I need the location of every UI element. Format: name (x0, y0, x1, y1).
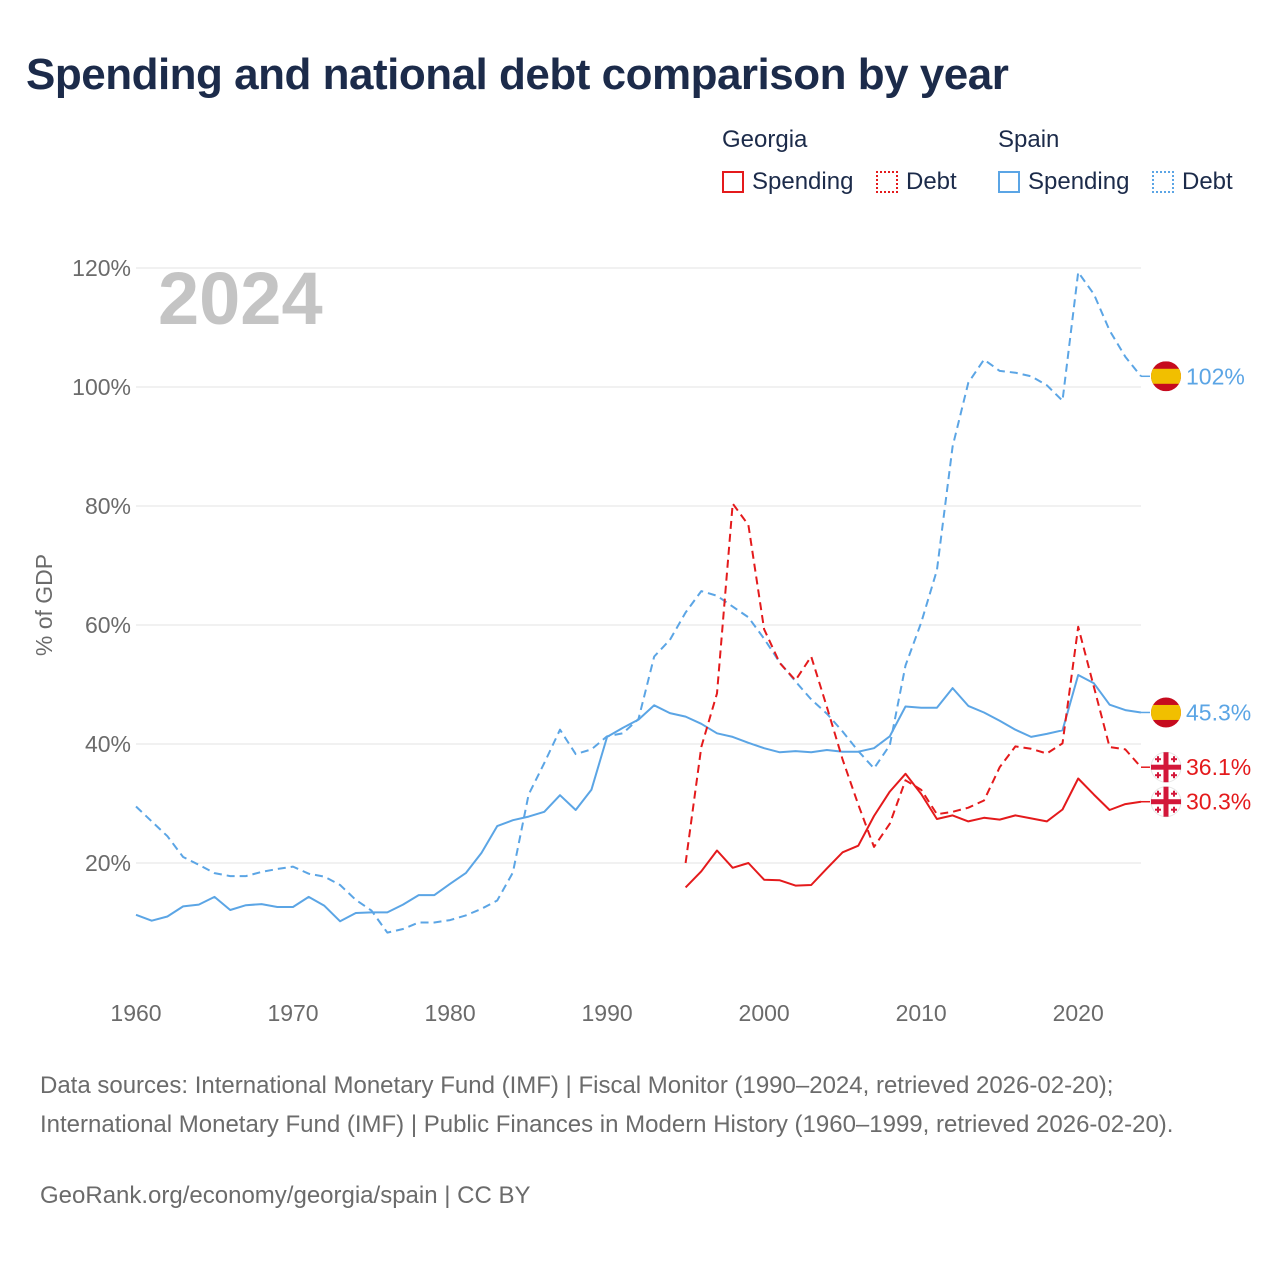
y-tick-label: 80% (85, 493, 131, 519)
legend-dotted-swatch (1152, 171, 1174, 193)
legend-georgia-spending[interactable]: Spending (722, 168, 853, 196)
series-line-georgia-spending (684, 772, 1142, 889)
y-tick-label: 20% (85, 850, 131, 876)
end-value-label: 45.3% (1186, 699, 1251, 725)
axes: % of GDP 20% 40% 60% 80% 100% 120% 1960 1970 198… (31, 255, 1104, 1026)
georgia-flag-icon (1150, 751, 1182, 783)
year-watermark: 2024 (158, 257, 323, 340)
end-labels: 102% 45.3% 36.1% 30.3% (1141, 361, 1251, 818)
legend-spain-title: Spain (998, 126, 1060, 153)
legend-spain-spending[interactable]: Spending (998, 168, 1129, 196)
legend-solid-swatch (722, 171, 744, 193)
y-axis-title: % of GDP (31, 554, 57, 656)
chart-title: Spending and national debt comparison by… (26, 50, 1009, 99)
data-sources: Data sources: International Monetary Fun… (40, 1072, 1174, 1138)
y-tick-label: 60% (85, 612, 131, 638)
y-tick-label: 100% (72, 374, 131, 400)
legend-spain-debt[interactable]: Debt (1152, 168, 1233, 196)
y-tick-label: 120% (72, 255, 131, 281)
georgia-flag-icon (1150, 786, 1182, 818)
legend-label: Debt (906, 168, 957, 195)
legend-georgia-title: Georgia (722, 126, 808, 153)
series-line-spain-debt (135, 271, 1142, 934)
spain-flag-icon (1151, 697, 1181, 728)
legend-label: Debt (1182, 168, 1233, 195)
series-lines (135, 271, 1142, 934)
y-tick-label: 40% (85, 731, 131, 757)
spain-flag-icon (1151, 361, 1181, 392)
x-tick-label: 2000 (739, 1000, 790, 1026)
credit-link[interactable]: GeoRank.org/economy/georgia/spain | CC B… (40, 1182, 531, 1209)
x-tick-label: 1960 (110, 1000, 161, 1026)
end-value-label: 36.1% (1186, 754, 1251, 780)
series-line-georgia-debt (684, 502, 1142, 864)
legend-georgia-debt[interactable]: Debt (876, 168, 957, 196)
gridlines (136, 267, 1141, 864)
legend-label: Spending (1028, 168, 1130, 195)
series-line-spain-spending (135, 674, 1142, 923)
x-tick-label: 1970 (267, 1000, 318, 1026)
x-tick-label: 1990 (582, 1000, 633, 1026)
legend-label: Spending (752, 168, 854, 195)
legend-dotted-swatch (876, 171, 898, 193)
x-tick-label: 1980 (424, 1000, 475, 1026)
line-chart: % of GDP 20% 40% 60% 80% 100% 120% 1960 1970 198… (31, 255, 1251, 1026)
end-value-label: 102% (1186, 363, 1245, 389)
legend-solid-swatch (998, 171, 1020, 193)
end-value-label: 30.3% (1186, 789, 1251, 815)
x-tick-label: 2010 (896, 1000, 947, 1026)
x-tick-label: 2020 (1053, 1000, 1104, 1026)
